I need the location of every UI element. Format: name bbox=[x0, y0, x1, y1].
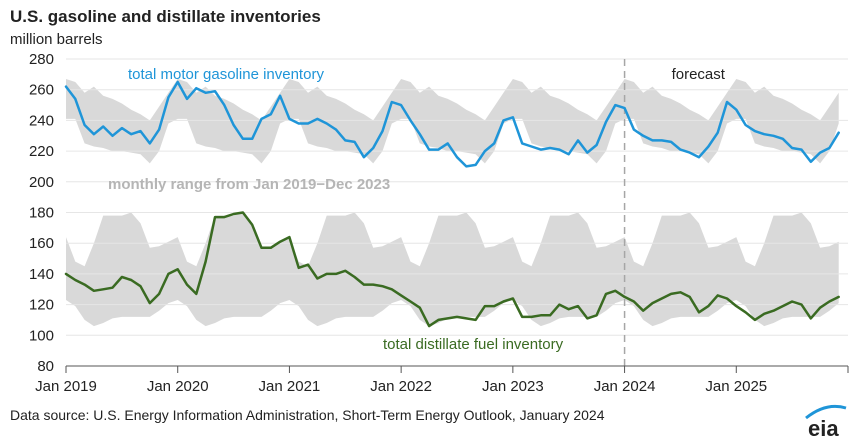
x-tick-label-0: Jan 2019 bbox=[35, 378, 97, 395]
y-tick-label-220: 220 bbox=[29, 143, 54, 160]
series-line-distillate bbox=[64, 211, 840, 328]
y-tick-label-180: 180 bbox=[29, 205, 54, 222]
x-tick-label-2: Jan 2021 bbox=[259, 378, 321, 395]
forecast-label: forecast bbox=[672, 66, 726, 83]
y-tick-label-120: 120 bbox=[29, 297, 54, 314]
range-band-gasoline bbox=[66, 79, 839, 164]
x-tick-label-3: Jan 2022 bbox=[370, 378, 432, 395]
y-tick-label-100: 100 bbox=[29, 327, 54, 344]
eia-logo-text: eia bbox=[808, 416, 839, 441]
x-tick-label-4: Jan 2023 bbox=[482, 378, 544, 395]
range-label: monthly range from Jan 2019−Dec 2023 bbox=[108, 176, 390, 193]
range-bands bbox=[66, 79, 839, 327]
annotations: total motor gasoline inventory total dist… bbox=[108, 66, 564, 353]
y-tick-label-200: 200 bbox=[29, 174, 54, 191]
series-lines bbox=[64, 80, 840, 328]
y-tick-label-240: 240 bbox=[29, 112, 54, 129]
source-note: Data source: U.S. Energy Information Adm… bbox=[10, 407, 605, 423]
y-tick-label-160: 160 bbox=[29, 235, 54, 252]
y-tick-label-260: 260 bbox=[29, 82, 54, 99]
y-tick-label-280: 280 bbox=[29, 51, 54, 68]
series-label-distillate: total distillate fuel inventory bbox=[383, 336, 564, 353]
eia-logo-arc bbox=[805, 404, 847, 420]
chart-title: U.S. gasoline and distillate inventories bbox=[10, 7, 321, 26]
chart-subtitle: million barrels bbox=[10, 31, 103, 48]
range-band-distillate bbox=[66, 212, 839, 327]
y-tick-label-80: 80 bbox=[37, 358, 54, 375]
eia-logo: eia bbox=[805, 404, 847, 441]
x-tick-label-5: Jan 2024 bbox=[594, 378, 656, 395]
x-tick-label-6: Jan 2025 bbox=[705, 378, 767, 395]
y-tick-label-140: 140 bbox=[29, 266, 54, 283]
series-label-gasoline: total motor gasoline inventory bbox=[128, 66, 324, 83]
series-line-gasoline bbox=[64, 80, 840, 168]
axes: 80 100 120 140 160 180 200 220 240 260 280 Jan 2019… bbox=[29, 51, 849, 395]
x-tick-label-1: Jan 2020 bbox=[147, 378, 209, 395]
grid-lines bbox=[66, 58, 848, 367]
